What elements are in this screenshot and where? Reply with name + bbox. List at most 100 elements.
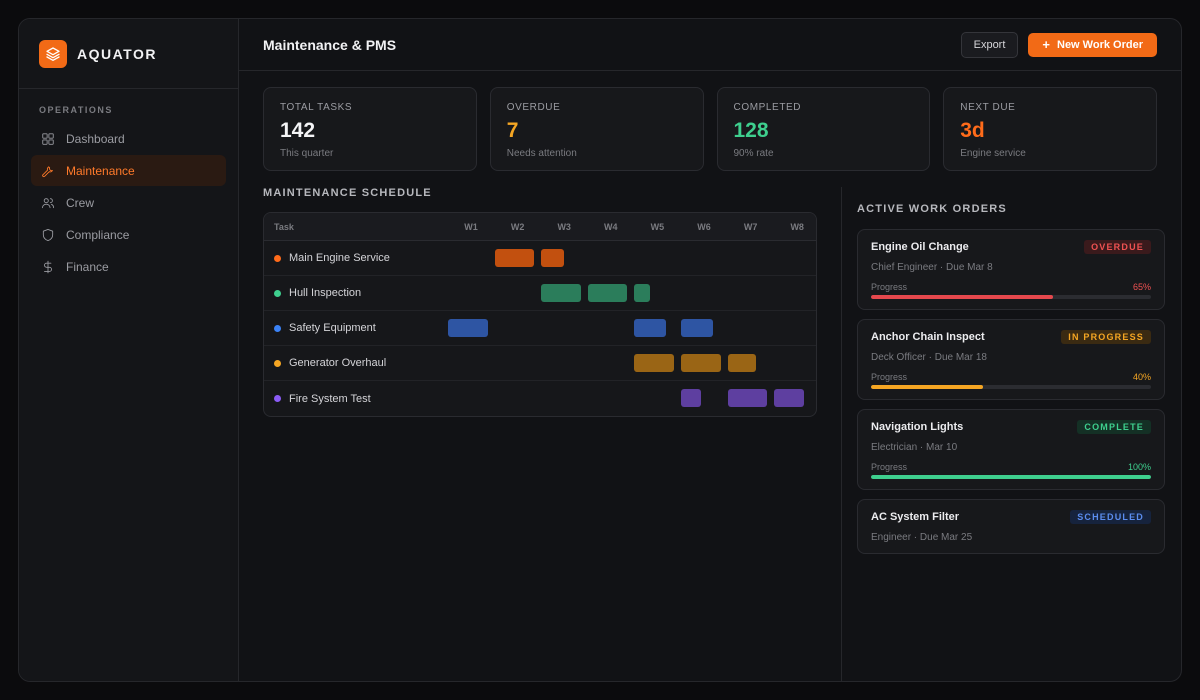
row-task: Fire System Test [264,393,448,405]
work-order-title: Engine Oil Change [871,241,969,253]
task-name: Hull Inspection [289,287,362,299]
row-task: Generator Overhaul [264,357,448,369]
schedule-bar[interactable] [494,249,535,267]
work-order-header: AC System Filter SCHEDULED [871,510,1151,524]
new-work-order-label: New Work Order [1057,38,1143,51]
progress-row: Progress 100% [871,462,1151,472]
sidebar-item-label: Crew [66,195,95,210]
work-order-header: Engine Oil Change OVERDUE [871,240,1151,254]
stat-card-overdue: OVERDUE 7 Needs attention [489,87,704,171]
gantt-row[interactable]: Safety Equipment [264,311,816,346]
export-button[interactable]: Export [960,31,1019,58]
task-column-header: Task [274,221,294,232]
sidebar-item-maintenance[interactable]: Maintenance [31,155,226,186]
page-header: Maintenance & PMS Export + New Work Orde… [239,19,1181,71]
active-work-orders: ACTIVE WORK ORDERS Engine Oil Change OVER… [857,203,1165,554]
work-order-title: Anchor Chain Inspect [871,331,985,343]
gantt-row[interactable]: Fire System Test [264,381,816,416]
progress-fill [871,385,983,389]
schedule-bar[interactable] [681,319,713,337]
work-orders-title: ACTIVE WORK ORDERS [857,203,1007,215]
work-order-card[interactable]: Engine Oil Change OVERDUE Chief Engineer ·… [857,229,1165,310]
dollar-icon [44,260,52,273]
schedule-bar[interactable] [634,319,667,337]
row-task: Main Engine Service [264,252,448,264]
work-order-card[interactable]: AC System Filter SCHEDULED Engineer · Due … [857,499,1165,554]
status-badge: SCHEDULED [1070,510,1151,524]
work-order-card[interactable]: Anchor Chain Inspect IN PROGRESS Deck Offi… [857,319,1165,400]
sidebar-item-dashboard[interactable]: Dashboard [31,123,226,154]
stat-card-total-tasks: TOTAL TASKS 142 This quarter [263,87,477,171]
sidebar-item-label: Finance [66,259,109,274]
week-label: W4 [604,222,618,232]
schedule-bar[interactable] [587,284,628,302]
work-order-title: AC System Filter [871,511,960,523]
layers-icon [39,39,67,68]
sidebar: AQUATOR OPERATIONS Dashboard Maintenance [19,19,239,681]
schedule-bar[interactable] [448,319,488,337]
progress-bar [871,385,1151,389]
schedule-bar[interactable] [727,389,768,407]
task-color-dot [274,324,281,332]
stat-value: 3d [960,119,985,142]
week-label: W6 [697,222,711,232]
stat-sub: Needs attention [506,148,577,159]
progress-label: Progress [871,282,908,292]
status-badge: COMPLETE [1077,420,1151,434]
stat-label: COMPLETED [733,102,802,113]
main-content: Maintenance & PMS Export + New Work Orde… [239,19,1181,681]
schedule-bar[interactable] [634,284,650,302]
sidebar-item-finance[interactable]: Finance [31,251,226,282]
schedule-bar[interactable] [774,389,805,407]
schedule-bar[interactable] [541,284,581,302]
gantt-row[interactable]: Generator Overhaul [264,346,816,381]
shield-icon [42,228,54,241]
progress-percent: 40% [1132,372,1151,382]
schedule-title: MAINTENANCE SCHEDULE [263,187,432,199]
stat-value: 142 [280,119,316,142]
week-label: W5 [650,222,665,232]
nav-section-title: OPERATIONS [39,105,113,115]
task-name: Safety Equipment [289,322,376,334]
work-order-title: Navigation Lights [871,421,964,433]
page-title: Maintenance & PMS [263,36,397,53]
week-label: W3 [557,222,571,232]
sidebar-item-label: Compliance [66,227,130,242]
task-color-dot [274,359,281,367]
schedule-bar[interactable] [634,354,674,372]
work-order-card[interactable]: Navigation Lights COMPLETE Electrician · M… [857,409,1165,490]
status-badge: IN PROGRESS [1061,330,1151,344]
task-color-dot [274,395,281,402]
row-task: Hull Inspection [264,287,448,299]
work-order-header: Navigation Lights COMPLETE [871,420,1151,434]
new-work-order-button[interactable]: + New Work Order [1028,32,1157,57]
status-badge: OVERDUE [1084,240,1151,254]
week-label: W1 [464,222,478,232]
sidebar-item-compliance[interactable]: Compliance [31,219,226,250]
progress-label: Progress [871,462,908,472]
gantt-row[interactable]: Main Engine Service [264,241,816,276]
schedule-bar[interactable] [681,389,701,407]
week-label: W7 [743,222,758,232]
wrench-icon [42,165,53,177]
schedule-bar[interactable] [727,354,756,372]
stat-label: OVERDUE [506,102,561,113]
gantt-header: Task W1 W2 W3 W4 W5 W6 W7 W8 [264,213,816,241]
users-icon [42,197,54,208]
stat-value: 7 [506,119,519,142]
stat-label: TOTAL TASKS [280,102,353,113]
sidebar-item-crew[interactable]: Crew [31,187,226,218]
stat-value: 128 [733,119,769,142]
schedule-bar[interactable] [541,249,565,267]
schedule-bar[interactable] [681,354,721,372]
stat-sub: 90% rate [733,148,774,159]
progress-fill [871,475,1151,479]
stat-sub: This quarter [280,148,334,159]
progress-label: Progress [871,372,908,382]
work-order-meta: Electrician · Mar 10 [871,442,958,453]
panel-divider [841,187,842,681]
gantt-row[interactable]: Hull Inspection [264,276,816,311]
brand-name: AQUATOR [77,45,157,62]
progress-bar [871,295,1151,299]
work-order-header: Anchor Chain Inspect IN PROGRESS [871,330,1151,344]
